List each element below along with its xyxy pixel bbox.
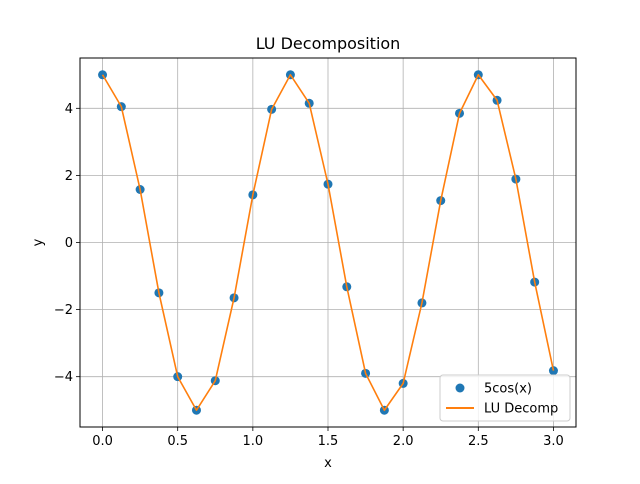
y-axis-label: y	[31, 238, 46, 246]
legend-marker-scatter	[455, 383, 465, 393]
x-tick-label: 1.0	[243, 434, 264, 449]
x-tick-label: 2.5	[468, 434, 489, 449]
x-tick-label: 3.0	[543, 434, 564, 449]
chart-title: LU Decomposition	[256, 34, 401, 53]
x-tick-label: 1.5	[318, 434, 339, 449]
x-tick-label: 0.0	[92, 434, 113, 449]
scatter-point	[548, 366, 558, 376]
y-tick-label: 0	[65, 236, 73, 251]
legend-label-scatter: 5cos(x)	[484, 382, 532, 397]
y-tick-label: 2	[65, 169, 73, 184]
y-tick-label: −4	[54, 370, 73, 385]
y-tick-label: −2	[54, 303, 73, 318]
x-axis-label: x	[324, 456, 332, 471]
series-line	[101, 73, 555, 412]
plot-content	[98, 70, 558, 415]
tick-marks	[76, 107, 554, 431]
legend-box	[439, 374, 571, 422]
legend-label-line: LU Decomp	[484, 402, 558, 417]
x-tick-label: 2.0	[393, 434, 414, 449]
x-tick-label: 0.5	[167, 434, 188, 449]
legend: 5cos(x) LU Decomp	[439, 374, 571, 422]
y-tick-label: 4	[65, 102, 73, 117]
